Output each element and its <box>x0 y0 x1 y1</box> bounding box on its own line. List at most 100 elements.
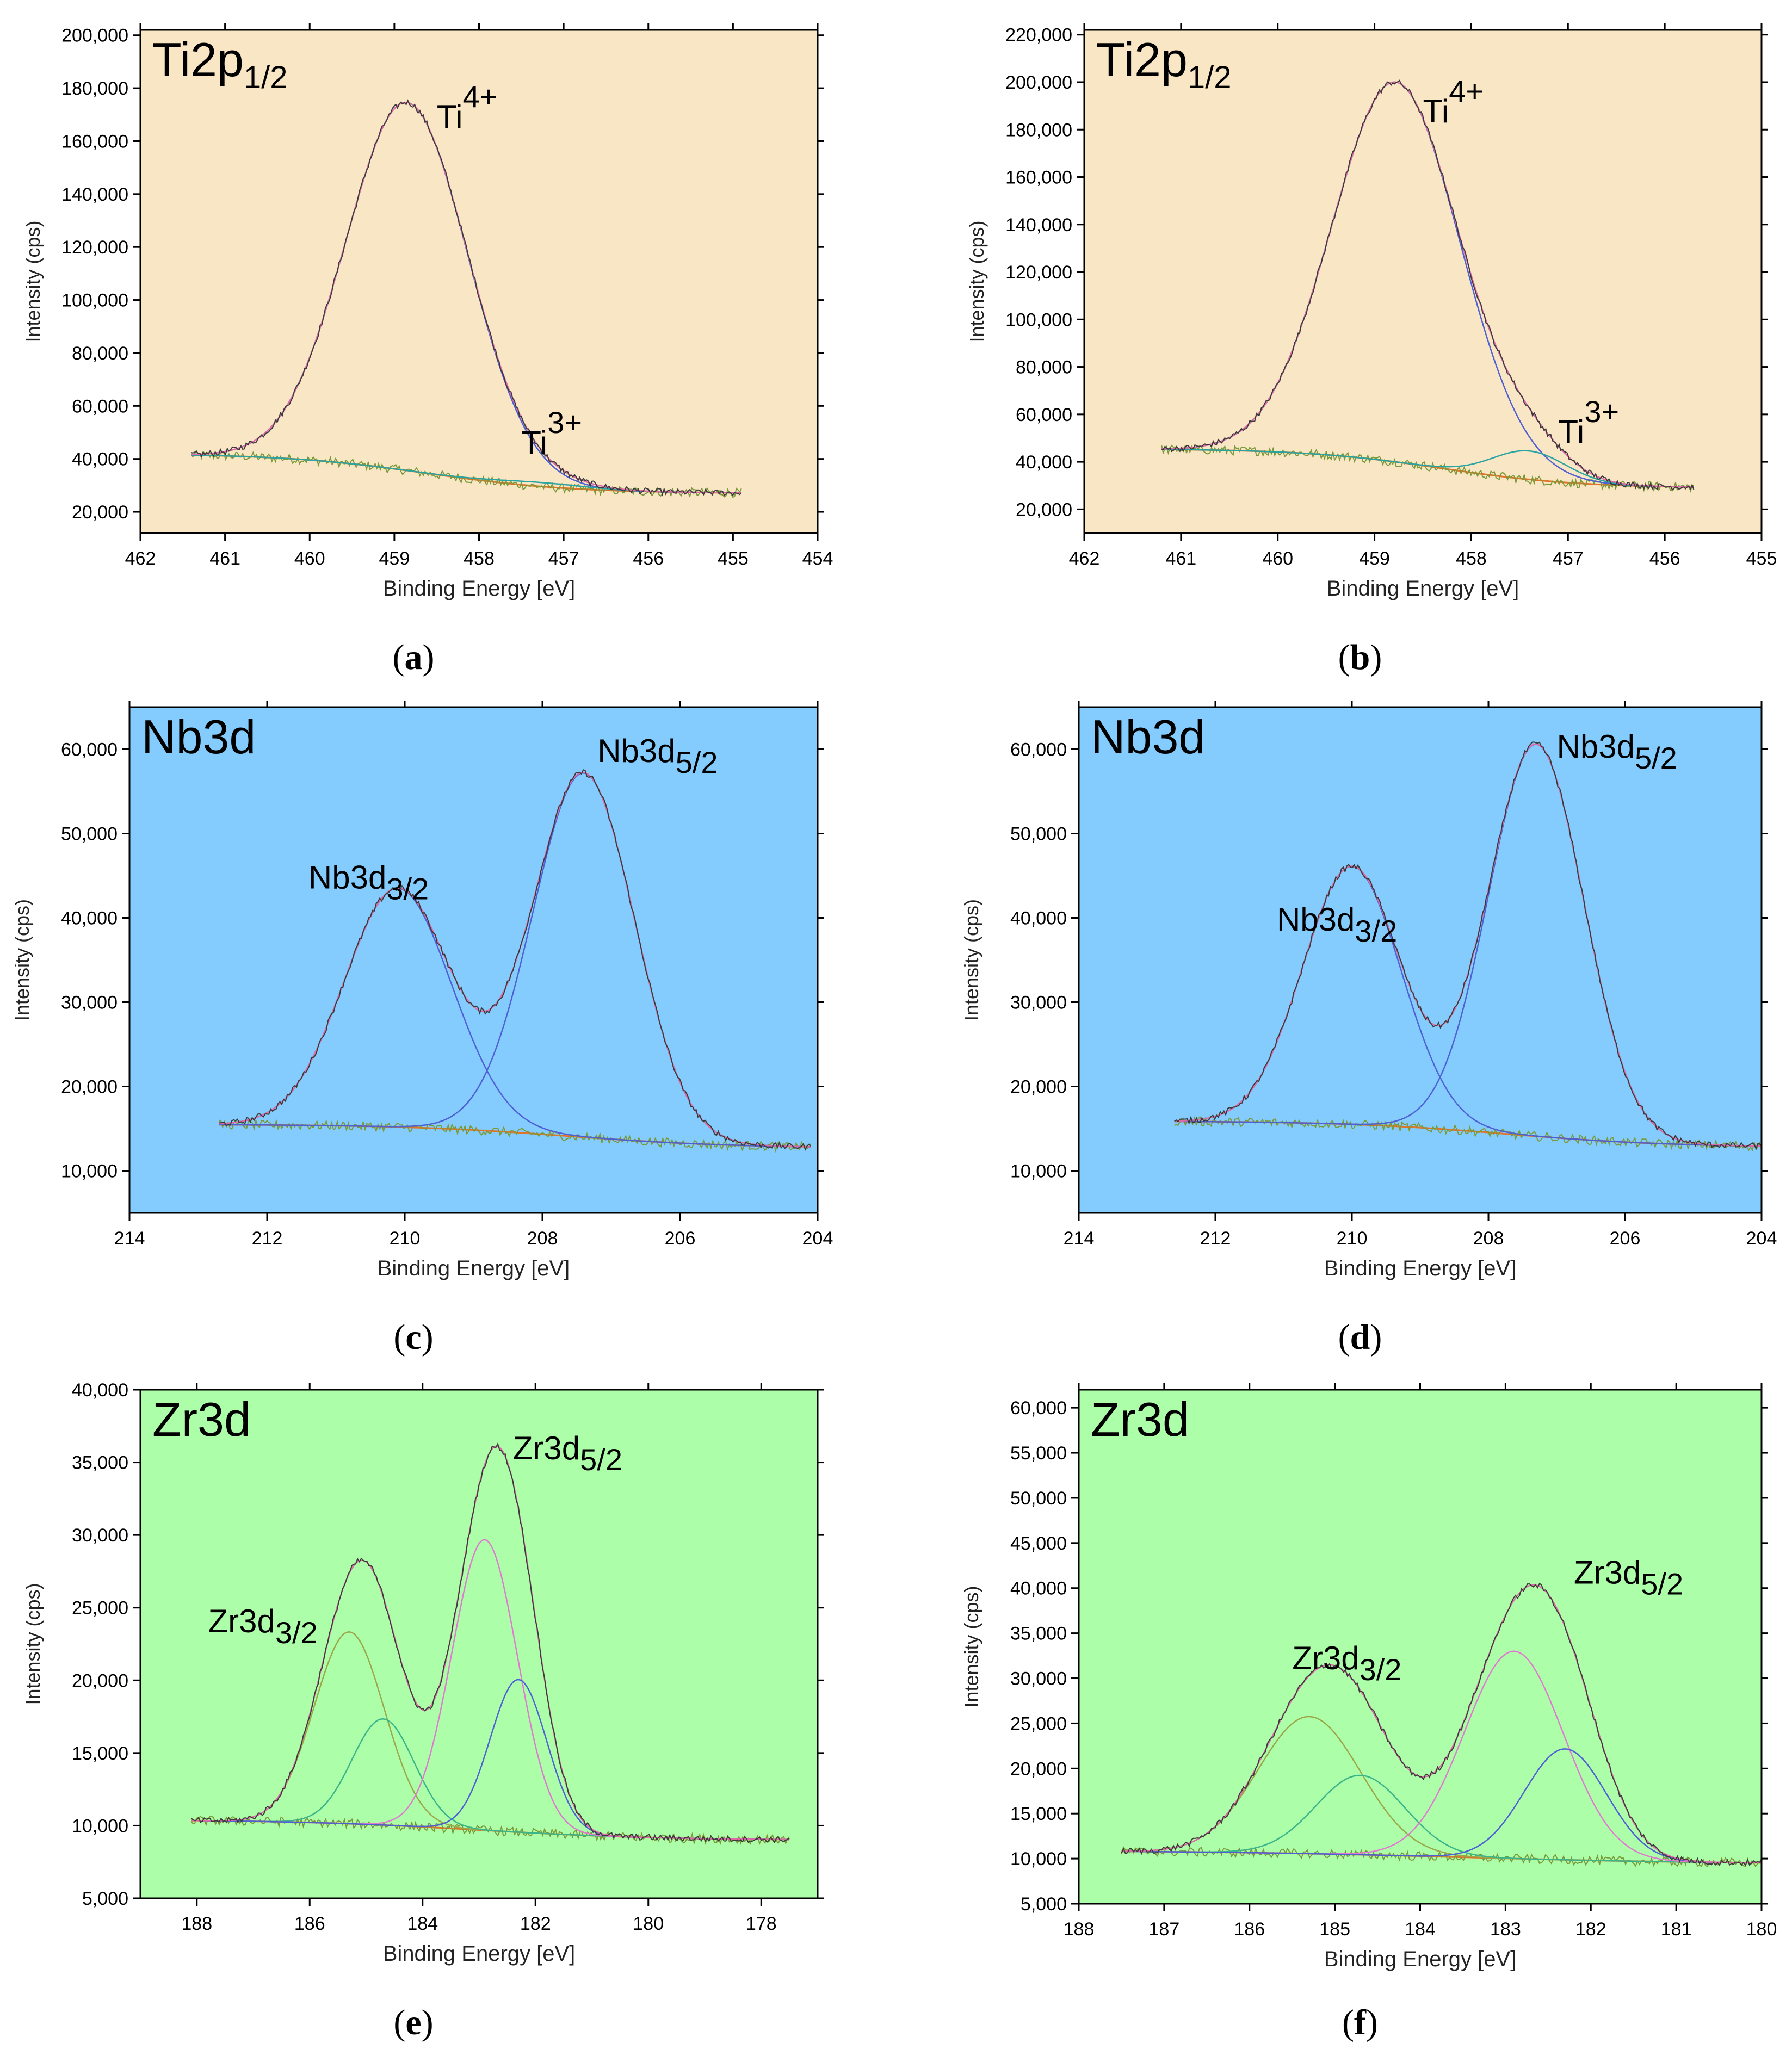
y-tick-label: 40,000 <box>72 1380 128 1401</box>
peak-label: Ti3+ <box>521 405 582 461</box>
x-axis: 188 187 186 185 184 183 182 181 180 <box>1064 1383 1777 1940</box>
y-axis-title: Intensity (cps) <box>960 899 982 1021</box>
y-axis-title: Intensity (cps) <box>960 1586 982 1707</box>
x-tick-label: 210 <box>390 1228 421 1249</box>
panel-title-sub: 1/2 <box>244 60 288 95</box>
chart-b: 20,000 40,000 60,000 80,000 100,000 120,000 14… <box>966 23 1777 677</box>
y-tick-label: 20,000 <box>72 502 128 523</box>
series-envelope <box>1121 1584 1762 1864</box>
y-tick-label: 120,000 <box>1005 262 1072 283</box>
y-tick-label: 40,000 <box>1016 452 1072 473</box>
plot-area <box>140 1390 818 1898</box>
y-tick-label: 25,000 <box>1010 1713 1067 1734</box>
y-tick-label: 200,000 <box>61 26 128 46</box>
y-tick-label: 220,000 <box>1005 25 1072 46</box>
x-tick-label: 456 <box>1649 548 1680 569</box>
peak-label-sub: 5/2 <box>580 1442 622 1477</box>
x-tick-label: 210 <box>1337 1228 1368 1249</box>
peak-label-sub: 5/2 <box>676 745 718 779</box>
panel-caption: (a) <box>393 637 435 677</box>
x-tick-label: 184 <box>407 1914 438 1934</box>
peak-label: Ti4+ <box>1423 74 1484 129</box>
y-tick-label: 140,000 <box>1005 215 1072 236</box>
y-tick-label: 80,000 <box>72 343 128 364</box>
y-axis-title: Intensity (cps) <box>11 899 33 1021</box>
peak-label: Ti4+ <box>437 79 498 135</box>
x-tick-label: 204 <box>1746 1228 1777 1249</box>
y-tick-label: 140,000 <box>61 184 128 205</box>
x-tick-label: 456 <box>633 548 664 569</box>
peak-label-sup: 3+ <box>547 405 582 439</box>
series-raw <box>219 769 812 1151</box>
series-peak-zr3d5-2-b <box>1121 1748 1762 1864</box>
chart-f: 5,000 10,000 15,000 20,000 25,000 30,000 35,00… <box>960 1383 1777 2042</box>
x-tick-label: 208 <box>527 1228 558 1249</box>
x-tick-label: 461 <box>209 548 240 569</box>
x-tick-label: 181 <box>1661 1919 1692 1940</box>
panel-title: Nb3d <box>141 710 256 764</box>
y-tick-label: 15,000 <box>1010 1804 1067 1824</box>
y-tick-label: 55,000 <box>1010 1443 1067 1464</box>
y-tick-label: 30,000 <box>61 993 118 1013</box>
x-tick-label: 204 <box>802 1228 833 1249</box>
panel-caption: (b) <box>1338 637 1382 677</box>
series-residual <box>1161 444 1694 493</box>
y-tick-label: 60,000 <box>1010 1398 1067 1419</box>
panel-title: Nb3d <box>1091 710 1205 764</box>
caption-close: ) <box>423 637 435 677</box>
peak-label: Zr3d3/2 <box>208 1603 318 1650</box>
peak-label-main: Nb3d <box>1557 728 1635 765</box>
y-tick-label: 30,000 <box>72 1525 128 1546</box>
x-tick-label: 185 <box>1319 1919 1350 1940</box>
x-tick-label: 208 <box>1473 1228 1504 1249</box>
x-tick-label: 458 <box>1456 548 1487 569</box>
panel-caption: (d) <box>1338 1317 1382 1357</box>
caption-close: ) <box>1366 2003 1378 2042</box>
caption-close: ) <box>1370 1317 1382 1357</box>
panel-caption: (c) <box>393 1317 433 1357</box>
y-tick-label: 40,000 <box>61 908 118 929</box>
peak-label: Nb3d3/2 <box>1277 901 1397 948</box>
series-peak-zr3d3-2-b <box>1121 1774 1762 1864</box>
plot-frame <box>1078 1389 1763 1905</box>
y-tick-label: 20,000 <box>72 1670 128 1691</box>
x-tick-label: 180 <box>1746 1919 1777 1940</box>
caption-open: ( <box>393 637 405 677</box>
y-tick-label: 10,000 <box>1010 1161 1067 1182</box>
peak-label-main: Nb3d <box>597 733 675 769</box>
series-residual <box>1174 1116 1762 1152</box>
plot-frame <box>139 1389 819 1899</box>
x-tick-label: 212 <box>1200 1228 1231 1249</box>
y-tick-label: 50,000 <box>1010 824 1067 845</box>
y-tick-label: 50,000 <box>1010 1488 1067 1509</box>
y-tick-label: 160,000 <box>1005 168 1072 188</box>
y-tick-label: 50,000 <box>61 824 118 845</box>
peak-label-sub: 3/2 <box>386 871 429 906</box>
y-tick-label: 40,000 <box>72 449 128 470</box>
x-axis: 462 461 460 459 458 457 456 455 454 <box>125 23 833 569</box>
x-tick-label: 182 <box>1575 1919 1606 1940</box>
x-axis: 214 212 210 208 206 204 <box>114 701 833 1249</box>
y-tick-label: 160,000 <box>61 131 128 152</box>
series-group <box>1161 79 1695 493</box>
caption-letter: c <box>405 1317 421 1357</box>
x-tick-label: 186 <box>1234 1919 1265 1940</box>
y-axis: 5,000 10,000 15,000 20,000 25,000 30,000 35,00… <box>72 1380 824 1909</box>
y-axis-title: Intensity (cps) <box>22 220 44 342</box>
panel-title: Zr3d <box>152 1392 251 1446</box>
peak-label-sub: 3/2 <box>275 1615 318 1650</box>
x-tick-label: 186 <box>294 1914 325 1934</box>
x-tick-label: 462 <box>1069 548 1100 569</box>
peak-label-sup: 3+ <box>1584 394 1619 429</box>
y-tick-label: 200,000 <box>1005 72 1072 93</box>
x-axis: 214 212 210 208 206 204 <box>1064 701 1777 1249</box>
y-tick-label: 20,000 <box>1010 1758 1067 1779</box>
x-tick-label: 460 <box>294 548 325 569</box>
y-tick-label: 40,000 <box>1010 908 1067 929</box>
x-tick-label: 457 <box>1553 548 1584 569</box>
panel-title-sub: 1/2 <box>1188 60 1232 95</box>
y-tick-label: 25,000 <box>72 1598 128 1619</box>
